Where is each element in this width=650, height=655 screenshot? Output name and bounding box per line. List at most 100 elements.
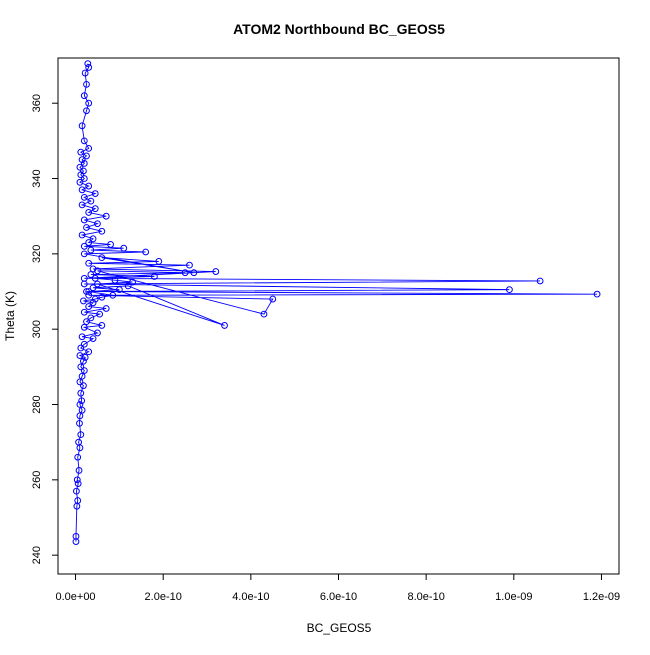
data-point bbox=[94, 220, 101, 228]
y-tick-label: 240 bbox=[31, 546, 43, 564]
data-point bbox=[111, 276, 119, 284]
data-point bbox=[74, 453, 82, 461]
data-point bbox=[89, 235, 97, 243]
data-point bbox=[77, 389, 85, 397]
data-point bbox=[212, 268, 220, 275]
data-point bbox=[78, 186, 86, 194]
data-point bbox=[98, 322, 106, 329]
y-tick-label: 340 bbox=[31, 169, 43, 187]
x-tick-label: 2.0e-10 bbox=[145, 591, 182, 603]
data-point bbox=[89, 299, 97, 307]
data-point bbox=[85, 291, 93, 299]
data-point bbox=[155, 257, 163, 265]
data-point bbox=[269, 295, 277, 303]
data-point bbox=[91, 190, 99, 197]
data-point bbox=[94, 280, 101, 288]
data-point bbox=[85, 64, 93, 71]
data-point bbox=[91, 295, 99, 303]
data-point bbox=[124, 282, 132, 290]
data-point bbox=[94, 267, 101, 275]
data-point bbox=[151, 273, 158, 280]
data-point bbox=[83, 80, 90, 88]
data-point bbox=[73, 476, 81, 484]
data-point bbox=[89, 284, 97, 292]
data-point bbox=[593, 290, 601, 298]
data-point bbox=[76, 378, 84, 386]
y-tick-label: 280 bbox=[31, 395, 43, 413]
x-tick-label: 4.0e-10 bbox=[232, 591, 269, 603]
data-point bbox=[76, 412, 84, 420]
y-tick-label: 360 bbox=[31, 94, 43, 112]
series-line bbox=[75, 63, 598, 542]
data-point bbox=[98, 293, 106, 301]
data-point bbox=[77, 431, 85, 439]
data-point bbox=[260, 310, 268, 318]
data-point bbox=[77, 363, 85, 371]
data-point bbox=[85, 144, 93, 152]
data-point bbox=[80, 340, 88, 348]
data-point bbox=[72, 532, 80, 540]
data-point bbox=[83, 224, 90, 231]
data-point bbox=[78, 122, 86, 130]
data-point bbox=[80, 323, 88, 331]
data-point bbox=[80, 382, 87, 390]
y-tick-label: 300 bbox=[31, 320, 43, 338]
data-point bbox=[78, 156, 86, 164]
data-point bbox=[85, 182, 93, 190]
data-point bbox=[80, 274, 88, 282]
data-point bbox=[84, 60, 92, 68]
data-point bbox=[85, 259, 93, 267]
data-point bbox=[78, 333, 86, 341]
data-point bbox=[80, 250, 88, 258]
data-point bbox=[85, 288, 93, 295]
data-point bbox=[80, 357, 87, 365]
data-point bbox=[85, 239, 93, 246]
data-point bbox=[74, 497, 82, 504]
data-point bbox=[75, 467, 83, 474]
data-point bbox=[87, 246, 95, 254]
data-point bbox=[83, 288, 90, 295]
data-point bbox=[80, 167, 87, 175]
data-point bbox=[221, 322, 228, 329]
y-tick-label: 260 bbox=[31, 471, 43, 489]
data-point bbox=[78, 201, 86, 209]
data-point bbox=[536, 277, 544, 285]
data-point bbox=[83, 152, 90, 160]
y-axis-label: Theta (K) bbox=[3, 291, 17, 341]
data-point bbox=[91, 274, 99, 282]
data-point bbox=[85, 209, 93, 216]
data-point bbox=[190, 269, 198, 277]
data-point bbox=[87, 197, 95, 205]
data-point bbox=[115, 286, 123, 294]
data-point bbox=[78, 397, 86, 405]
data-point bbox=[120, 244, 128, 252]
data-point bbox=[98, 254, 106, 262]
chart-title: ATOM2 Northbound BC_GEOS5 bbox=[233, 21, 445, 37]
data-point bbox=[506, 286, 513, 294]
x-axis-label: BC_GEOS5 bbox=[307, 621, 372, 635]
data-point bbox=[91, 205, 99, 213]
data-point bbox=[181, 269, 189, 277]
data-point bbox=[80, 242, 88, 250]
data-layer bbox=[72, 60, 601, 546]
x-tick-label: 0.0e+00 bbox=[55, 591, 95, 603]
data-point bbox=[142, 248, 150, 256]
data-point bbox=[77, 148, 85, 156]
data-point bbox=[78, 372, 86, 380]
x-axis: 0.0e+00 2.0e-10 4.0e-10 6.0e-10 8.0e-10 1.0e-… bbox=[55, 573, 620, 603]
data-point bbox=[80, 367, 88, 375]
data-point bbox=[85, 99, 93, 107]
data-point bbox=[75, 438, 82, 446]
data-point bbox=[72, 538, 80, 546]
x-tick-label: 1.2e-09 bbox=[583, 591, 620, 603]
data-point bbox=[107, 241, 114, 248]
data-point bbox=[129, 278, 136, 286]
data-point bbox=[80, 137, 88, 145]
data-point bbox=[73, 487, 80, 495]
data-point bbox=[102, 212, 110, 220]
data-point bbox=[85, 348, 93, 356]
data-point bbox=[102, 305, 110, 312]
